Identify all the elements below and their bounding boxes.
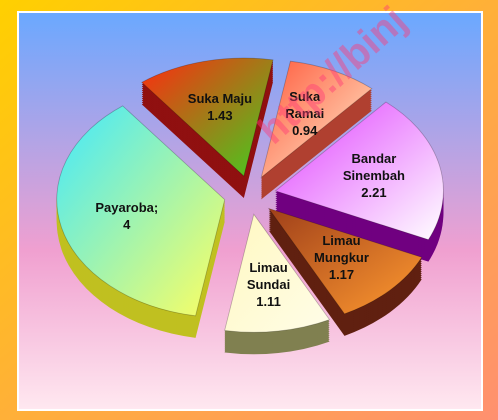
- label-value: 1.17: [328, 267, 355, 282]
- data-label: Suka Maju 1.43: [184, 90, 256, 124]
- data-label: Payaroba; 4: [91, 199, 163, 233]
- slice: [274, 101, 444, 241]
- data-label: Suka Ramai 0.94: [269, 88, 341, 139]
- label-value: 0.94: [292, 123, 318, 139]
- label-name: Suka Maju: [187, 91, 253, 107]
- slice: [267, 207, 423, 315]
- label-value: 1.11: [256, 293, 281, 309]
- slice: [224, 213, 331, 333]
- slice: [260, 60, 373, 179]
- slice: [141, 57, 274, 177]
- data-label: Bandar Sinembah 2.21: [338, 150, 410, 201]
- label-value: 4: [123, 217, 131, 233]
- label-value: 2.21: [361, 185, 387, 201]
- data-label: Limau Mungkur 1.17: [306, 232, 378, 283]
- label-value: 1.43: [207, 108, 233, 124]
- data-label: Limau Sundai 1.11: [233, 259, 305, 310]
- label-name: Limau Mungkur: [314, 233, 369, 265]
- slice: [56, 105, 226, 317]
- label-name: Limau Sundai: [246, 259, 291, 292]
- label-name: Bandar Sinembah: [342, 151, 405, 184]
- label-name: Payaroba;: [95, 200, 159, 216]
- label-name: Suka Ramai: [285, 89, 325, 122]
